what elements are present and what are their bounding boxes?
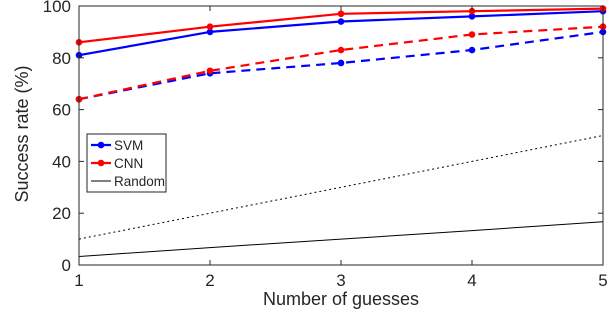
series-layer [75,5,607,257]
y-tick-label: 0 [62,256,71,275]
random-solid-line [78,221,604,257]
legend-label-cnn: CNN [114,156,143,171]
x-tick-label: 5 [598,271,607,290]
x-tick-label: 3 [336,271,345,290]
cnn-solid-point [337,10,345,18]
cnn-dashed-line [78,25,604,101]
legend-marker-cnn [97,159,105,167]
legend-label-random: Random [114,174,165,189]
svm-solid-point [337,18,345,25]
svm-dashed-line [78,30,604,101]
y-tick-label: 60 [52,101,71,120]
svm-dashed-point [468,46,476,54]
axes-layer: 1 2 3 4 5 0 20 40 60 80 100 [43,0,608,290]
x-axis-label: Number of guesses [263,289,419,309]
random-dotted-line [78,135,604,240]
cnn-dashed-point [206,67,214,75]
cnn-dashed-point [468,31,476,38]
y-axis-label: Success rate (%) [12,65,32,202]
cnn-solid-point [206,23,214,31]
svm-dashed-point [337,59,345,67]
legend: SVM CNN Random [86,133,167,193]
y-tick-label: 40 [52,152,71,171]
x-tick-label: 1 [74,271,83,290]
legend-label-svm: SVM [114,138,143,153]
y-tick-label: 100 [43,0,71,16]
x-tick-label: 4 [467,271,476,290]
cnn-dashed-point [337,46,345,54]
legend-marker-svm [97,141,105,149]
y-tick-label: 80 [52,49,71,68]
x-tick-label: 2 [205,271,214,290]
y-tick-label: 20 [52,204,71,223]
